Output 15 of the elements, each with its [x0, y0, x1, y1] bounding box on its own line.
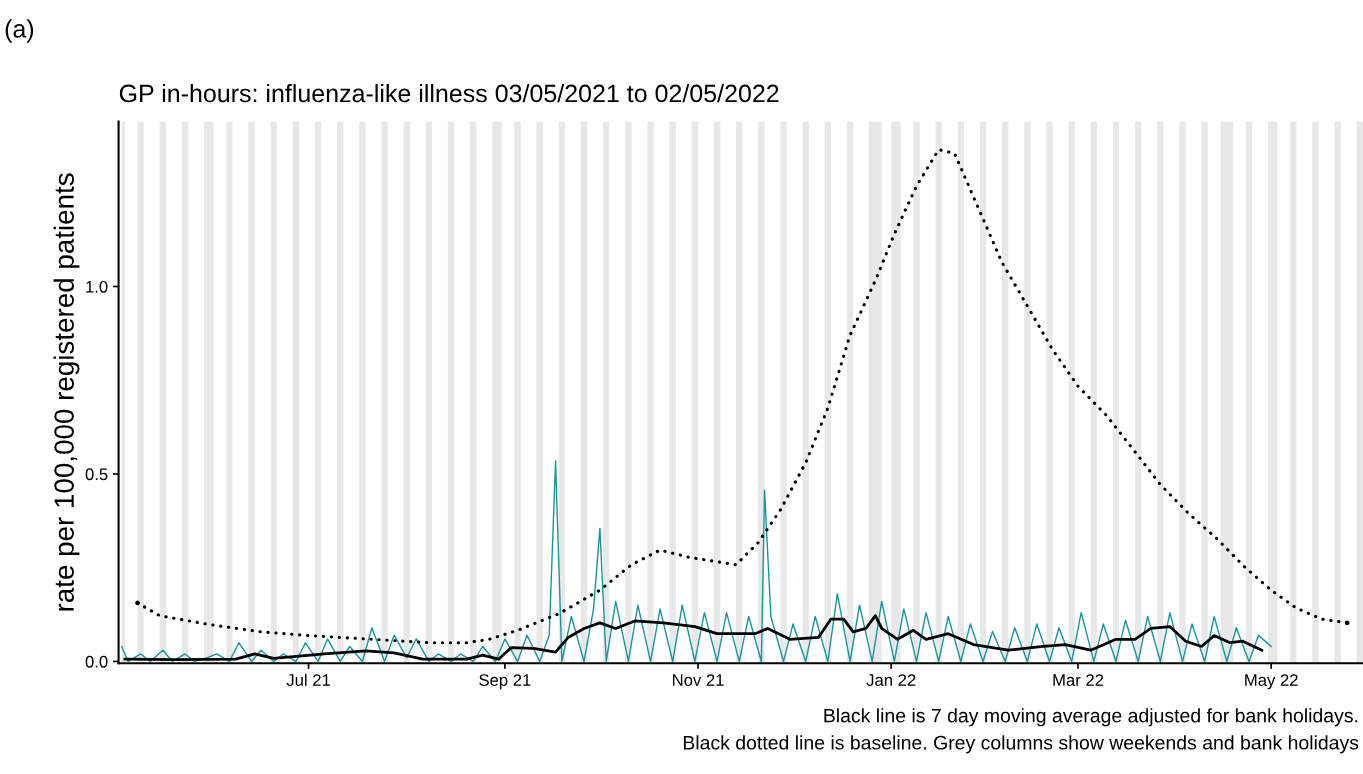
x-tick-label: Sep 21	[479, 674, 531, 690]
x-tick-label: Nov 21	[673, 674, 724, 686]
y-tick-label: 1.0	[86, 280, 108, 293]
x-tick-label: May 22	[1245, 674, 1298, 690]
y-axis-title: rate per 100,000 registered patients	[53, 173, 80, 611]
text: Black line is 7 day moving average adjusted for bank holidays.	[824, 708, 1358, 727]
chart-title: GP in-hours: influenza-like illness 03/05/2021 to 02/05/2022	[119, 83, 779, 103]
y-tick-label: 0.5	[85, 468, 108, 481]
x-tick-label: Jan 22	[866, 674, 916, 686]
x-tick-label: Mar 22	[1053, 674, 1104, 686]
y-tick-label: 0.0	[85, 655, 108, 668]
text: (a)	[5, 19, 34, 43]
x-tick-label: Jul 21	[286, 673, 330, 686]
line-series	[121, 460, 1272, 663]
text: Black dotted line is baseline. Grey columns show weekends and bank holidays	[683, 735, 1359, 754]
